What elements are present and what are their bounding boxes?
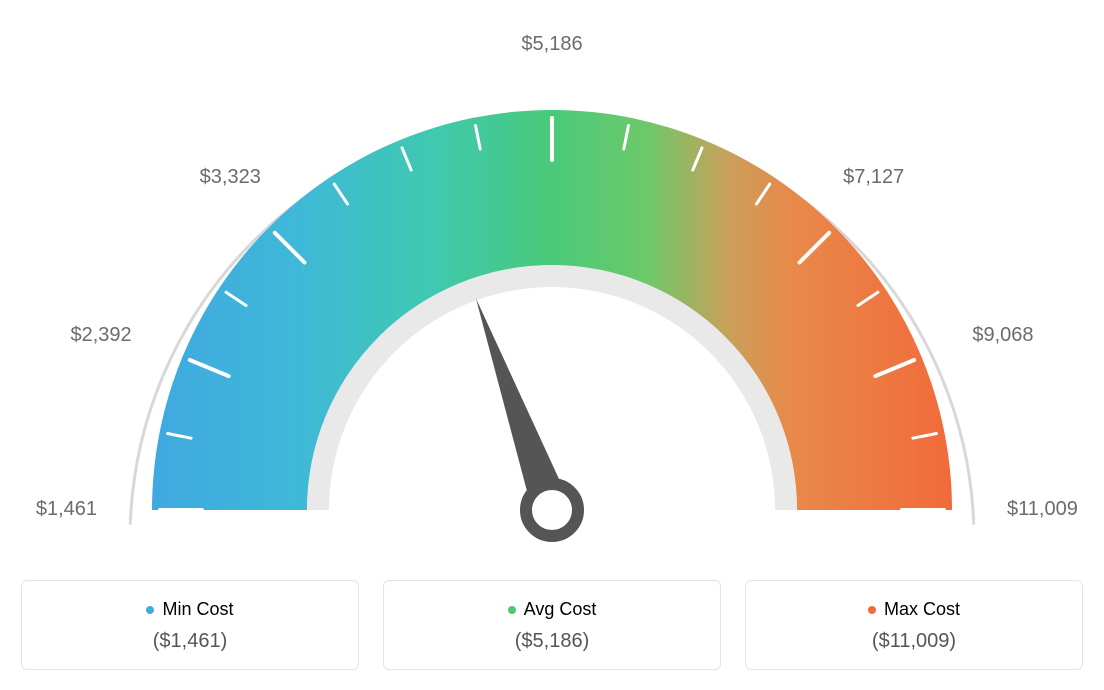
avg-cost-label: Avg Cost bbox=[524, 599, 597, 620]
min-cost-title: Min Cost bbox=[146, 599, 233, 620]
avg-dot-icon bbox=[508, 606, 516, 614]
min-dot-icon bbox=[146, 606, 154, 614]
avg-cost-card: Avg Cost ($5,186) bbox=[383, 580, 721, 670]
min-cost-label: Min Cost bbox=[162, 599, 233, 620]
gauge-tick-label: $2,392 bbox=[62, 324, 132, 347]
summary-cards-row: Min Cost ($1,461) Avg Cost ($5,186) Max … bbox=[20, 580, 1084, 670]
max-cost-title: Max Cost bbox=[868, 599, 960, 620]
max-dot-icon bbox=[868, 606, 876, 614]
max-cost-label: Max Cost bbox=[884, 599, 960, 620]
avg-cost-value: ($5,186) bbox=[404, 630, 700, 653]
cost-gauge-widget: $1,461 $2,392 $3,323 $5,186 $7,127 $9,068 $11,… bbox=[20, 20, 1084, 670]
gauge-svg bbox=[20, 20, 1084, 560]
gauge-container: $1,461 $2,392 $3,323 $5,186 $7,127 $9,068 $11,… bbox=[20, 20, 1084, 560]
min-cost-value: ($1,461) bbox=[42, 630, 338, 653]
gauge-tick-label: $11,009 bbox=[1007, 498, 1078, 521]
gauge-tick-label: $1,461 bbox=[27, 498, 97, 521]
gauge-tick-label: $3,323 bbox=[190, 166, 270, 189]
gauge-tick-label: $5,186 bbox=[512, 33, 592, 56]
max-cost-value: ($11,009) bbox=[766, 630, 1062, 653]
min-cost-card: Min Cost ($1,461) bbox=[21, 580, 359, 670]
gauge-tick-label: $9,068 bbox=[972, 324, 1033, 347]
max-cost-card: Max Cost ($11,009) bbox=[745, 580, 1083, 670]
gauge-tick-label: $7,127 bbox=[834, 166, 914, 189]
avg-cost-title: Avg Cost bbox=[508, 599, 597, 620]
